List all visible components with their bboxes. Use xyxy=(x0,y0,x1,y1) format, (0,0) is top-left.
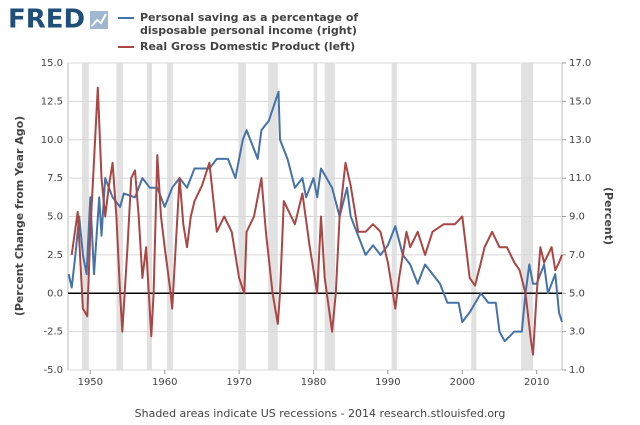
y2-axis-label: (Percent) xyxy=(602,187,615,245)
y2-tick-label: 9.0 xyxy=(569,212,585,223)
x-tick-label: 1980 xyxy=(301,377,326,388)
y2-tick-label: 17.0 xyxy=(569,58,591,69)
y2-tick-label: 13.0 xyxy=(569,135,591,146)
legend-swatch xyxy=(118,17,134,19)
series-line xyxy=(67,90,563,343)
logo-icon-line xyxy=(91,13,107,27)
legend-swatch xyxy=(118,46,134,48)
footer: Shaded areas indicate US recessions - 20… xyxy=(135,407,506,420)
y-axis-label: (Percent Change from Year Ago) xyxy=(13,116,26,316)
y-tick-label: -2.5 xyxy=(43,327,63,338)
y2-tick-label: 5.0 xyxy=(569,288,585,299)
y2-tick-label: 1.0 xyxy=(569,365,585,376)
y-tick-label: -5.0 xyxy=(43,365,63,376)
y-tick-label: 10.0 xyxy=(41,135,63,146)
x-tick-label: 1950 xyxy=(78,377,103,388)
x-tick-label: 2010 xyxy=(524,377,549,388)
y-tick-label: 5.0 xyxy=(47,212,63,223)
y2-tick-label: 11.0 xyxy=(569,173,591,184)
series-line xyxy=(70,86,563,356)
y-tick-label: 15.0 xyxy=(41,58,63,69)
legend-label: Real Gross Domestic Product (left) xyxy=(140,40,356,53)
y2-tick-label: 3.0 xyxy=(569,327,585,338)
x-tick-label: 1960 xyxy=(152,377,177,388)
y-tick-label: 7.5 xyxy=(47,173,63,184)
y-tick-label: 12.5 xyxy=(41,96,63,107)
y-tick-label: 2.5 xyxy=(47,250,63,261)
legend-item: Real Gross Domestic Product (left) xyxy=(118,40,440,53)
x-tick-label: 1990 xyxy=(375,377,400,388)
legend-label: Personal saving as a percentage of dispo… xyxy=(140,11,359,37)
legend-item: Personal saving as a percentage of dispo… xyxy=(118,11,410,37)
y-tick-label: 0.0 xyxy=(47,288,63,299)
x-tick-label: 1970 xyxy=(226,377,251,388)
y2-tick-label: 7.0 xyxy=(569,250,585,261)
y2-tick-label: 15.0 xyxy=(569,96,591,107)
x-tick-label: 2000 xyxy=(450,377,475,388)
logo: FRED xyxy=(8,5,85,35)
